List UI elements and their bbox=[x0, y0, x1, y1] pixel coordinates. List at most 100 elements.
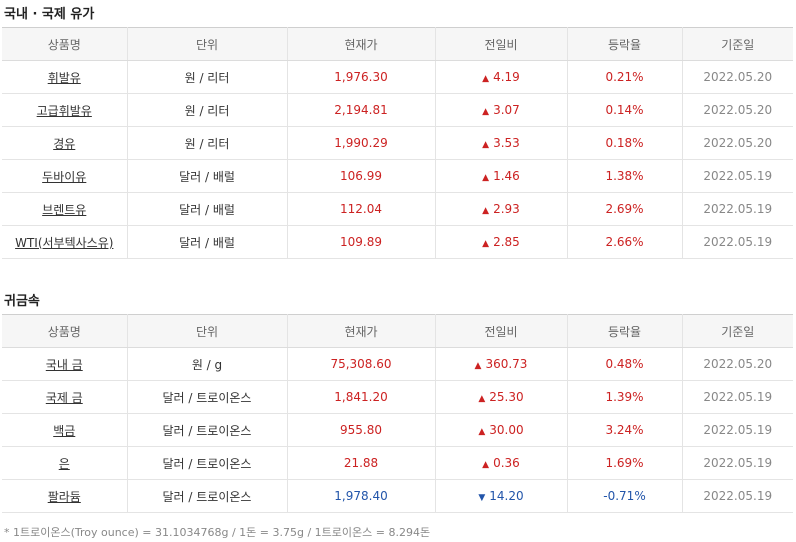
change-cell: ▼ 14.20 bbox=[435, 479, 568, 513]
oil-table-header-row: 상품명 단위 현재가 전일비 등락율 기준일 bbox=[2, 27, 793, 61]
product-link[interactable]: 휘발유 bbox=[47, 70, 81, 85]
base-date-cell: 2022.05.20 bbox=[682, 347, 793, 381]
change-rate-cell: -0.71% bbox=[567, 479, 683, 513]
product-link[interactable]: 고급휘발유 bbox=[36, 103, 92, 118]
table-row: 휘발유 원 / 리터 1,976.30 ▲ 4.19 0.21% 2022.05.20 bbox=[2, 60, 793, 94]
product-link[interactable]: 국제 금 bbox=[45, 390, 83, 405]
change-value: 360.73 bbox=[485, 357, 528, 371]
header-change: 전일비 bbox=[435, 27, 568, 61]
base-date-cell: 2022.05.19 bbox=[682, 380, 793, 414]
change-cell: ▲ 30.00 bbox=[435, 413, 568, 447]
current-price-cell: 109.89 bbox=[287, 225, 436, 259]
unit-cell: 원 / 리터 bbox=[127, 93, 288, 127]
change-rate-cell: 0.48% bbox=[567, 347, 683, 381]
unit-cell: 달러 / 배럴 bbox=[127, 192, 288, 226]
table-row: 경유 원 / 리터 1,990.29 ▲ 3.53 0.18% 2022.05.20 bbox=[2, 126, 793, 160]
change-rate-cell: 0.14% bbox=[567, 93, 683, 127]
unit-cell: 원 / 리터 bbox=[127, 126, 288, 160]
oil-price-table: 상품명 단위 현재가 전일비 등락율 기준일 휘발유 원 / 리터 1,976.30… bbox=[2, 27, 793, 259]
unit-cell: 달러 / 배럴 bbox=[127, 225, 288, 259]
table-row: WTI(서부텍사스유) 달러 / 배럴 109.89 ▲ 2.85 2.66% 2022.0… bbox=[2, 225, 793, 259]
current-price-cell: 75,308.60 bbox=[287, 347, 436, 381]
down-arrow-icon: ▼ bbox=[478, 493, 486, 503]
product-name-cell: 브렌트유 bbox=[2, 192, 128, 226]
current-price-cell: 1,841.20 bbox=[287, 380, 436, 414]
product-link[interactable]: 경유 bbox=[53, 136, 76, 151]
table-row: 국제 금 달러 / 트로이온스 1,841.20 ▲ 25.30 1.39% 2022.05… bbox=[2, 380, 793, 414]
unit-cell: 원 / g bbox=[127, 347, 288, 381]
current-price-cell: 1,990.29 bbox=[287, 126, 436, 160]
change-cell: ▲ 2.93 bbox=[435, 192, 568, 226]
footnote: * 1트로이온스(Troy ounce) = 31.1034768g / 1돈 … bbox=[4, 526, 431, 539]
base-date-cell: 2022.05.19 bbox=[682, 225, 793, 259]
change-rate-cell: 0.18% bbox=[567, 126, 683, 160]
product-name-cell: 국내 금 bbox=[2, 347, 128, 381]
unit-cell: 달러 / 트로이온스 bbox=[127, 479, 288, 513]
up-arrow-icon: ▲ bbox=[482, 74, 490, 84]
change-value: 30.00 bbox=[489, 423, 524, 437]
header-unit: 단위 bbox=[127, 314, 288, 348]
current-price-cell: 2,194.81 bbox=[287, 93, 436, 127]
product-link[interactable]: 브렌트유 bbox=[42, 202, 87, 217]
change-cell: ▲ 3.07 bbox=[435, 93, 568, 127]
change-cell: ▲ 0.36 bbox=[435, 446, 568, 480]
current-price-cell: 1,978.40 bbox=[287, 479, 436, 513]
up-arrow-icon: ▲ bbox=[482, 107, 490, 117]
current-price-cell: 1,976.30 bbox=[287, 60, 436, 94]
base-date-cell: 2022.05.20 bbox=[682, 60, 793, 94]
change-cell: ▲ 2.85 bbox=[435, 225, 568, 259]
header-current-price: 현재가 bbox=[287, 314, 436, 348]
table-row: 국내 금 원 / g 75,308.60 ▲ 360.73 0.48% 2022.05.20 bbox=[2, 347, 793, 381]
unit-cell: 달러 / 트로이온스 bbox=[127, 413, 288, 447]
current-price-cell: 955.80 bbox=[287, 413, 436, 447]
change-value: 0.36 bbox=[493, 456, 520, 470]
up-arrow-icon: ▲ bbox=[482, 206, 490, 216]
base-date-cell: 2022.05.19 bbox=[682, 192, 793, 226]
table-row: 고급휘발유 원 / 리터 2,194.81 ▲ 3.07 0.14% 2022.05.20 bbox=[2, 93, 793, 127]
base-date-cell: 2022.05.19 bbox=[682, 479, 793, 513]
change-rate-cell: 2.69% bbox=[567, 192, 683, 226]
table-row: 두바이유 달러 / 배럴 106.99 ▲ 1.46 1.38% 2022.05.19 bbox=[2, 159, 793, 193]
header-change-rate: 등락율 bbox=[567, 314, 683, 348]
change-value: 4.19 bbox=[493, 70, 520, 84]
change-rate-cell: 1.39% bbox=[567, 380, 683, 414]
product-link[interactable]: 은 bbox=[58, 456, 70, 471]
current-price-cell: 21.88 bbox=[287, 446, 436, 480]
up-arrow-icon: ▲ bbox=[474, 361, 482, 371]
product-link[interactable]: 백금 bbox=[53, 423, 76, 438]
up-arrow-icon: ▲ bbox=[482, 239, 490, 249]
product-link[interactable]: 국내 금 bbox=[45, 357, 83, 372]
up-arrow-icon: ▲ bbox=[478, 427, 486, 437]
product-name-cell: WTI(서부텍사스유) bbox=[2, 225, 128, 259]
change-cell: ▲ 1.46 bbox=[435, 159, 568, 193]
change-rate-cell: 2.66% bbox=[567, 225, 683, 259]
table-row: 팔라듐 달러 / 트로이온스 1,978.40 ▼ 14.20 -0.71% 2022.05… bbox=[2, 479, 793, 513]
change-cell: ▲ 25.30 bbox=[435, 380, 568, 414]
product-link[interactable]: WTI(서부텍사스유) bbox=[15, 235, 114, 250]
change-value: 25.30 bbox=[489, 390, 524, 404]
product-name-cell: 고급휘발유 bbox=[2, 93, 128, 127]
change-value: 3.53 bbox=[493, 136, 520, 150]
up-arrow-icon: ▲ bbox=[482, 460, 490, 470]
metals-table-header-row: 상품명 단위 현재가 전일비 등락율 기준일 bbox=[2, 314, 793, 348]
header-current-price: 현재가 bbox=[287, 27, 436, 61]
table-row: 백금 달러 / 트로이온스 955.80 ▲ 30.00 3.24% 2022.05.19 bbox=[2, 413, 793, 447]
up-arrow-icon: ▲ bbox=[482, 173, 490, 183]
change-rate-cell: 3.24% bbox=[567, 413, 683, 447]
product-name-cell: 두바이유 bbox=[2, 159, 128, 193]
change-value: 3.07 bbox=[493, 103, 520, 117]
change-cell: ▲ 4.19 bbox=[435, 60, 568, 94]
oil-section-title: 국내 · 국제 유가 bbox=[4, 7, 95, 22]
base-date-cell: 2022.05.19 bbox=[682, 413, 793, 447]
base-date-cell: 2022.05.19 bbox=[682, 446, 793, 480]
product-link[interactable]: 두바이유 bbox=[42, 169, 87, 184]
product-link[interactable]: 팔라듐 bbox=[47, 489, 81, 504]
base-date-cell: 2022.05.19 bbox=[682, 159, 793, 193]
unit-cell: 달러 / 배럴 bbox=[127, 159, 288, 193]
product-name-cell: 휘발유 bbox=[2, 60, 128, 94]
header-base-date: 기준일 bbox=[682, 314, 793, 348]
product-name-cell: 백금 bbox=[2, 413, 128, 447]
table-row: 브렌트유 달러 / 배럴 112.04 ▲ 2.93 2.69% 2022.05.19 bbox=[2, 192, 793, 226]
table-row: 은 달러 / 트로이온스 21.88 ▲ 0.36 1.69% 2022.05.19 bbox=[2, 446, 793, 480]
change-value: 1.46 bbox=[493, 169, 520, 183]
